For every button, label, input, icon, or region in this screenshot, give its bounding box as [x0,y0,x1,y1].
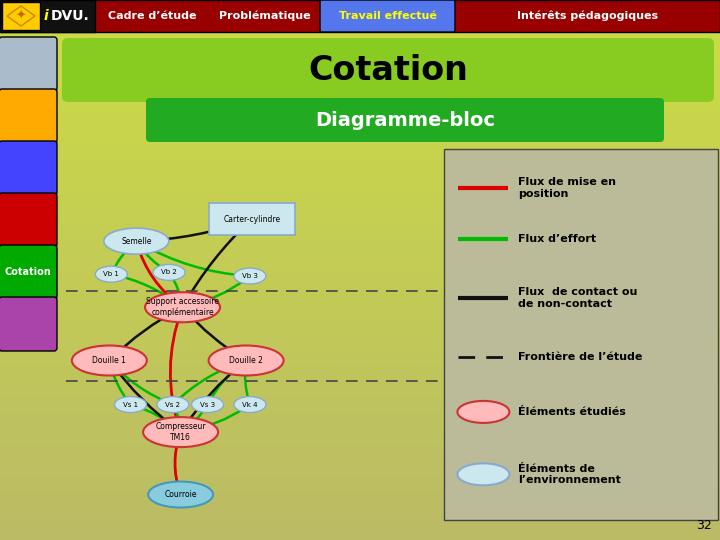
Text: DVU.: DVU. [51,9,90,23]
FancyBboxPatch shape [209,203,295,235]
Text: i: i [44,9,49,23]
Text: Vs 3: Vs 3 [200,402,215,408]
Text: Semelle: Semelle [121,237,152,246]
Ellipse shape [209,346,284,375]
Text: Carter-cylindre: Carter-cylindre [223,214,280,224]
Ellipse shape [192,396,224,413]
Text: ✦: ✦ [16,10,26,23]
FancyBboxPatch shape [0,193,57,247]
Text: Douille 1: Douille 1 [92,356,126,365]
Ellipse shape [143,417,218,447]
Text: Vs 2: Vs 2 [166,402,181,408]
Text: Vs 1: Vs 1 [123,402,138,408]
Polygon shape [7,6,35,26]
Text: Flux de mise en
position: Flux de mise en position [518,177,616,199]
Text: Cotation: Cotation [4,267,51,277]
Ellipse shape [153,265,185,280]
Ellipse shape [145,292,220,322]
FancyBboxPatch shape [0,141,57,195]
Text: Frontière de l’étude: Frontière de l’étude [518,352,643,362]
FancyBboxPatch shape [2,2,40,30]
Ellipse shape [114,396,147,413]
Ellipse shape [234,396,266,413]
Text: Problématique: Problématique [219,11,311,21]
FancyBboxPatch shape [0,89,57,143]
Text: 32: 32 [696,519,712,532]
Text: Vb 1: Vb 1 [104,271,120,277]
Text: Flux  de contact ou
de non-contact: Flux de contact ou de non-contact [518,287,638,309]
Text: Cotation: Cotation [308,53,468,86]
FancyBboxPatch shape [146,98,664,142]
Text: Diagramme-bloc: Diagramme-bloc [315,111,495,130]
Ellipse shape [457,463,510,485]
Text: Flux d’effort: Flux d’effort [518,234,597,244]
Ellipse shape [72,346,147,375]
FancyBboxPatch shape [0,0,95,32]
Ellipse shape [104,228,168,254]
Text: Vb 2: Vb 2 [161,269,177,275]
FancyBboxPatch shape [0,245,57,299]
Text: Courroie: Courroie [164,490,197,499]
Text: Cadre d’étude: Cadre d’étude [108,11,197,21]
Text: Compresseur
TM16: Compresseur TM16 [156,422,206,442]
Text: Travail effectué: Travail effectué [338,11,436,21]
Text: Vb 3: Vb 3 [242,273,258,279]
FancyBboxPatch shape [62,38,714,102]
Text: Douille 2: Douille 2 [229,356,263,365]
Text: Éléments de
l’environnement: Éléments de l’environnement [518,463,621,485]
Ellipse shape [157,396,189,413]
Text: Éléments étudiés: Éléments étudiés [518,407,626,417]
Ellipse shape [148,482,213,508]
Text: Intérêts pédagogiques: Intérêts pédagogiques [517,11,658,21]
FancyBboxPatch shape [0,297,57,351]
Text: Support accessoire
complémentaire: Support accessoire complémentaire [146,297,219,318]
Ellipse shape [95,266,127,282]
FancyBboxPatch shape [444,149,719,521]
FancyBboxPatch shape [320,0,455,32]
Ellipse shape [234,268,266,284]
FancyBboxPatch shape [0,37,57,91]
Text: Vk 4: Vk 4 [242,402,258,408]
FancyBboxPatch shape [0,0,720,32]
Ellipse shape [457,401,510,423]
